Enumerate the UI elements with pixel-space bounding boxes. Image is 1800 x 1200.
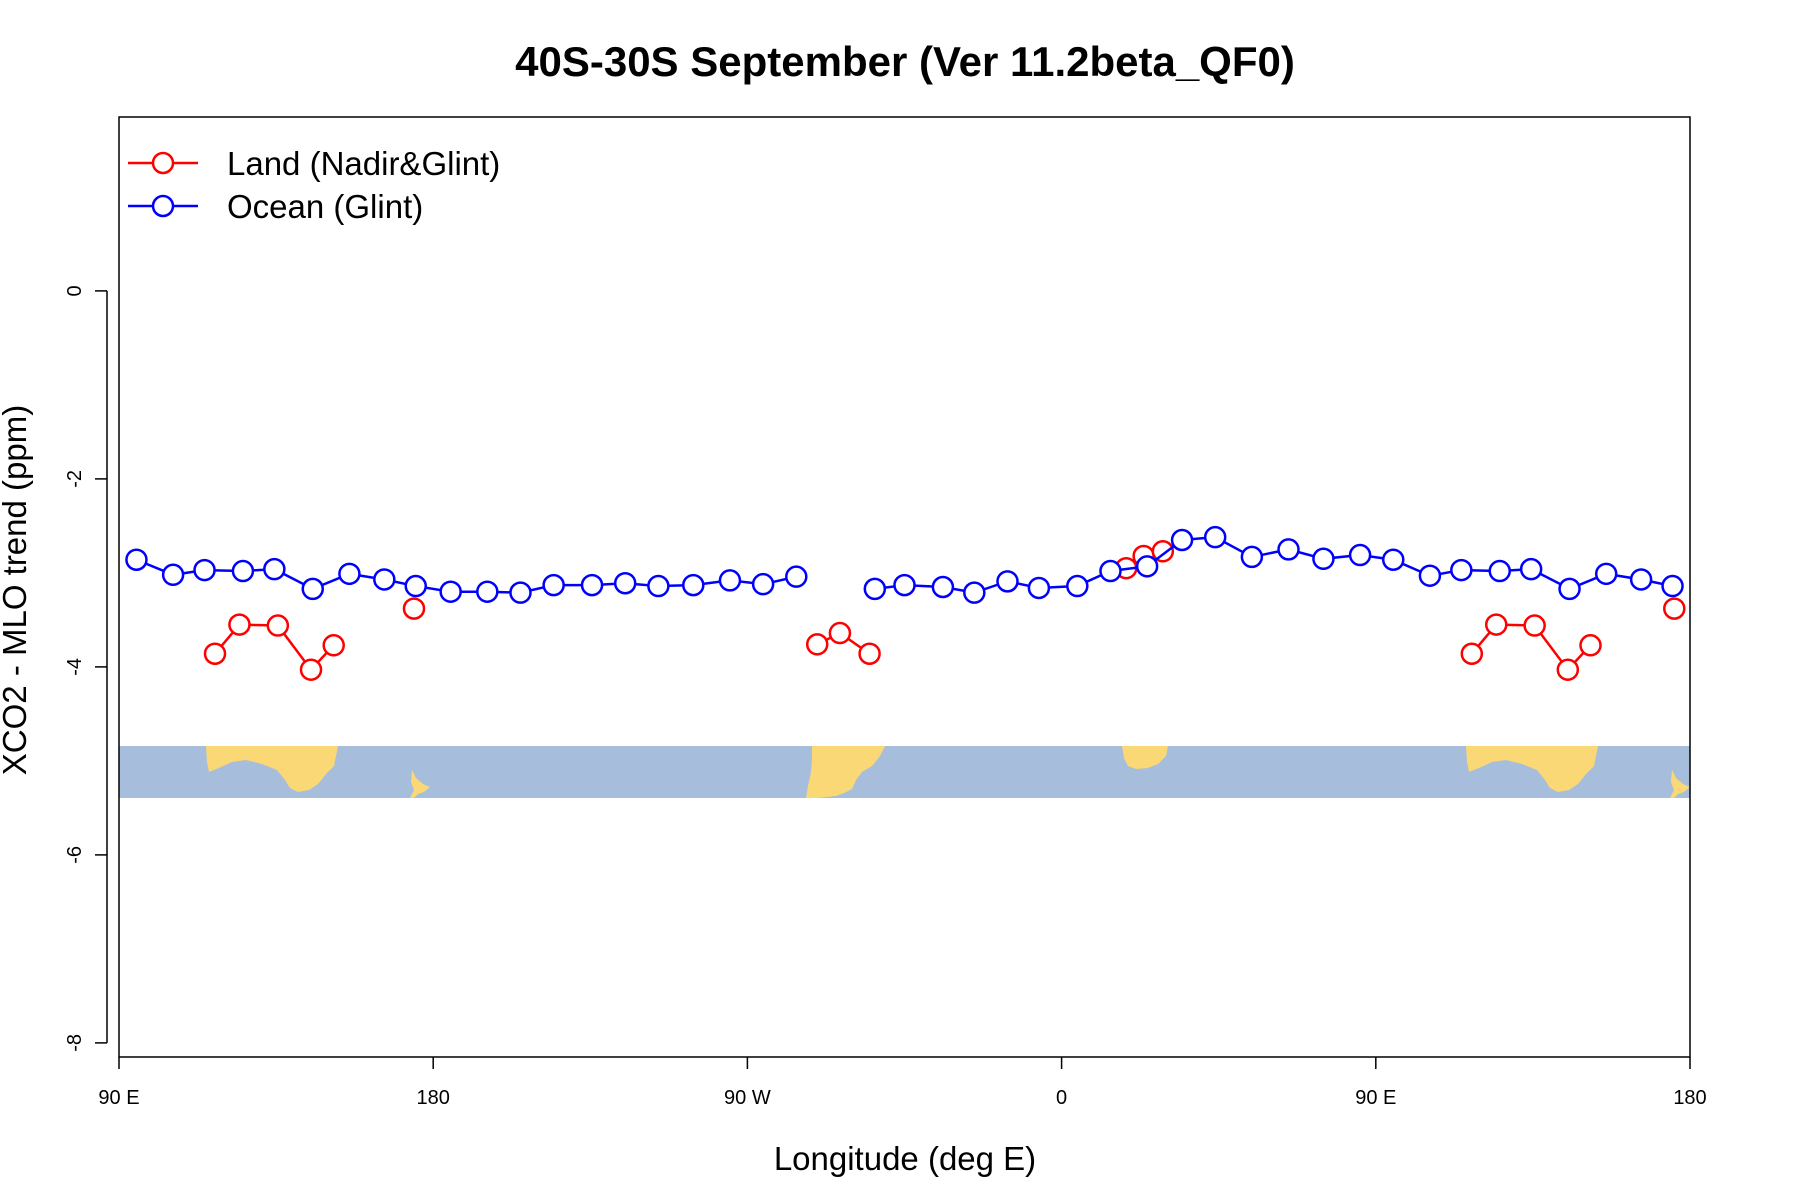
- land-data-point: [322, 634, 345, 657]
- ocean-data-point: [404, 574, 427, 598]
- y-tick-label: 0: [64, 285, 86, 296]
- land-new-zealand-repeat: [1670, 770, 1690, 798]
- x-tick-label: 180: [1673, 1087, 1706, 1109]
- ocean-data-point: [1277, 538, 1300, 561]
- ocean-data-point: [1203, 525, 1227, 549]
- ocean-data-point: [863, 577, 887, 601]
- ocean-data-point: [1170, 528, 1194, 552]
- legend-ocean-marker: [151, 194, 175, 218]
- y-tick-label: -6: [64, 846, 86, 864]
- x-tick-label: 180: [417, 1087, 450, 1109]
- legend: Land (Nadir&Glint) Ocean (Glint): [128, 145, 500, 225]
- ocean-data-point: [613, 571, 637, 595]
- ocean-data-point: [161, 563, 185, 587]
- land-data-point: [1556, 658, 1580, 681]
- ocean-data-point: [1519, 557, 1543, 581]
- land-southern-africa: [1122, 746, 1168, 769]
- plot-frame: [118, 116, 1691, 1058]
- legend-land-label: Land (Nadir&Glint): [227, 145, 500, 182]
- ocean-data-point: [931, 575, 955, 599]
- ocean-data-point: [231, 559, 255, 583]
- ocean-data-point: [1066, 574, 1089, 598]
- ocean-data-point: [193, 558, 216, 582]
- ocean-data-point: [1099, 559, 1122, 583]
- ocean-data-point: [1661, 574, 1684, 598]
- y-axis-label: XCO2 - MLO trend (ppm): [0, 405, 33, 775]
- ocean-data-point: [1135, 555, 1159, 578]
- land-south-america: [806, 746, 885, 798]
- ocean-data-point: [125, 548, 148, 571]
- ocean-data-point: [1418, 564, 1442, 587]
- land-data-point: [1579, 634, 1602, 657]
- ocean-data-point: [1558, 577, 1581, 601]
- legend-land-marker: [151, 151, 175, 175]
- ocean-data-point: [1382, 548, 1405, 571]
- x-tick-label: 90 W: [724, 1087, 771, 1109]
- land-data-point: [828, 621, 852, 645]
- legend-ocean-label: Ocean (Glint): [227, 188, 423, 225]
- land-data-point: [1523, 614, 1546, 637]
- ocean-data-point: [1594, 562, 1618, 586]
- y-tick-label: -2: [64, 470, 86, 488]
- ocean-data-point: [1629, 568, 1653, 591]
- ocean-data-point: [439, 580, 462, 603]
- land-data-point: [266, 614, 290, 637]
- ocean-data-point: [1027, 576, 1051, 600]
- land-australia-repeat: [1466, 746, 1598, 792]
- x-axis-label: Longitude (deg E): [774, 1140, 1036, 1177]
- y-axis: 0 -2 -4 -6 -8: [64, 285, 108, 1052]
- ocean-data-point: [301, 577, 325, 601]
- ocean-data-point: [373, 568, 396, 591]
- land-data-point: [1484, 613, 1508, 636]
- ocean-data-point: [509, 581, 532, 604]
- x-tick-label: 90 E: [98, 1087, 139, 1109]
- land-data-point: [1460, 642, 1484, 665]
- land-data-point: [402, 597, 426, 620]
- land-data-point: [858, 642, 881, 665]
- ocean-data-point: [893, 573, 916, 597]
- land-australia: [206, 746, 338, 792]
- land-data-point: [299, 658, 323, 681]
- ocean-data-point: [996, 570, 1019, 593]
- land-data-point: [1663, 597, 1686, 620]
- ocean-data-point: [963, 581, 986, 604]
- ocean-data-point: [647, 574, 670, 598]
- chart-title: 40S-30S September (Ver 11.2beta_QF0): [515, 38, 1295, 85]
- land-data-point: [203, 642, 227, 665]
- ocean-data-point: [580, 573, 604, 597]
- ocean-data-point: [542, 573, 565, 597]
- map-strip: [119, 746, 1690, 798]
- y-tick-label: -8: [64, 1034, 86, 1052]
- ocean-data-point: [476, 580, 499, 603]
- y-tick-label: -4: [64, 658, 86, 676]
- land-data-point: [228, 613, 251, 636]
- ocean-data-point: [1488, 559, 1511, 583]
- x-tick-label: 0: [1056, 1087, 1067, 1109]
- ocean-band: [119, 746, 1690, 798]
- x-tick-label: 90 E: [1355, 1087, 1396, 1109]
- ocean-data-point: [751, 572, 775, 596]
- ocean-data-point: [263, 557, 286, 581]
- ocean-data-point: [1348, 543, 1372, 567]
- ocean-series-line: [874, 535, 1673, 594]
- ocean-data-point: [338, 562, 361, 586]
- ocean-data-point: [785, 565, 808, 588]
- land-data-point: [1151, 540, 1175, 563]
- series-layer: [125, 525, 1686, 681]
- land-data-point: [805, 633, 829, 656]
- land-new-zealand: [410, 770, 430, 798]
- x-axis: 90 E 180 90 W 0 90 E 180: [98, 1057, 1707, 1109]
- ocean-data-point: [682, 573, 705, 597]
- ocean-data-point: [718, 569, 742, 592]
- ocean-data-point: [1450, 558, 1473, 582]
- ocean-data-point: [1312, 547, 1335, 571]
- ocean-data-point: [1240, 545, 1264, 569]
